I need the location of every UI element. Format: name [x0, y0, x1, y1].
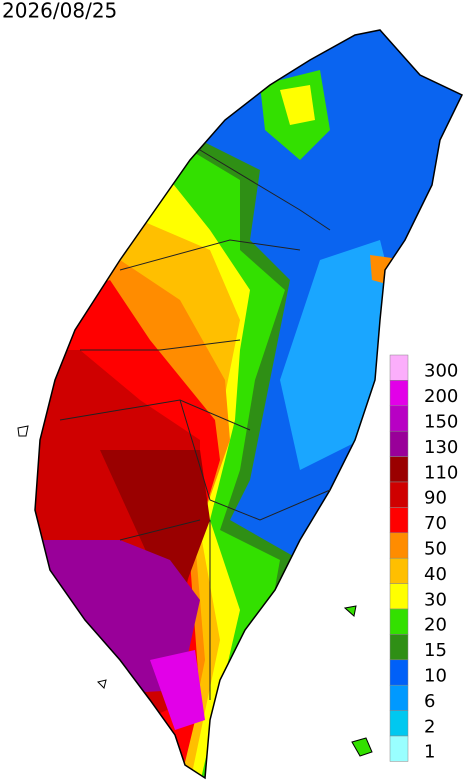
legend: 300 200 150 130 110 90 70 50 40 30 20 15 10 6 2 1: [389, 354, 458, 763]
legend-label: 110: [424, 462, 458, 483]
legend-swatch: [389, 710, 409, 737]
legend-label: 200: [424, 386, 458, 407]
legend-label: 10: [424, 666, 447, 687]
map-date: 2026/08/25: [2, 0, 117, 23]
legend-label: 50: [424, 539, 447, 560]
legend-swatch: [389, 557, 409, 584]
island: [97, 679, 107, 689]
legend-label: 1: [424, 742, 435, 763]
legend-swatch: [389, 430, 409, 457]
legend-label: 300: [424, 361, 458, 382]
legend-swatch: [389, 608, 409, 635]
island: [343, 605, 357, 617]
legend-label: 70: [424, 513, 447, 534]
legend-swatch: [389, 659, 409, 686]
legend-swatch: [389, 380, 409, 407]
legend-swatch: [389, 634, 409, 661]
county-borders: [59, 149, 331, 700]
legend-label: 130: [424, 437, 458, 458]
legend-label: 40: [424, 564, 447, 585]
legend-swatch: [389, 481, 409, 508]
legend-label: 30: [424, 589, 447, 610]
legend-label: 15: [424, 640, 447, 661]
legend-swatch: [389, 456, 409, 483]
legend-label: 90: [424, 488, 447, 509]
legend-label: 2: [424, 716, 435, 737]
island: [17, 425, 29, 437]
legend-label: 150: [424, 412, 458, 433]
legend-swatch: [389, 684, 409, 711]
legend-label: 6: [424, 691, 435, 712]
legend-swatch: [389, 583, 409, 610]
legend-swatch: [389, 735, 409, 762]
coastline: [34, 29, 464, 780]
island: [351, 737, 373, 757]
legend-swatch: [389, 354, 409, 381]
legend-label: 20: [424, 615, 447, 636]
legend-swatch: [389, 532, 409, 559]
legend-swatch: [389, 507, 409, 534]
legend-swatch: [389, 405, 409, 432]
